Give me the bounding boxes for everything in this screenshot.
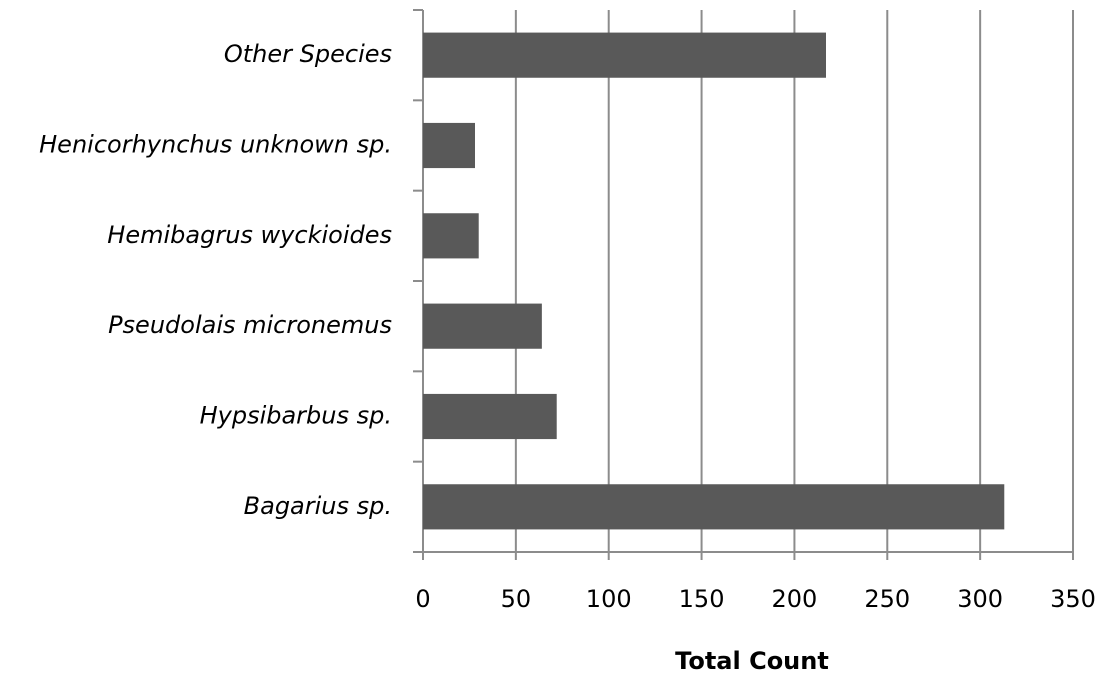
x-tick-label: 0	[415, 585, 430, 613]
y-tick-label: Bagarius sp.	[244, 492, 392, 520]
bar	[423, 484, 1005, 530]
x-tick-label: 200	[772, 585, 818, 613]
x-tick-label: 350	[1050, 585, 1096, 613]
y-tick-label: Hypsibarbus sp.	[200, 402, 392, 430]
bar	[423, 122, 475, 169]
x-tick-label: 50	[501, 585, 532, 613]
x-axis-title: Total Count	[675, 647, 829, 675]
y-tick-label: Henicorhynchus unknown sp.	[39, 131, 392, 159]
bar	[423, 393, 557, 440]
x-tick-label: 150	[679, 585, 725, 613]
bar	[423, 303, 542, 349]
y-tick-label: Pseudolais micronemus	[108, 311, 392, 339]
x-tick-label: 300	[957, 585, 1003, 613]
y-tick-label: Other Species	[224, 40, 392, 68]
x-tick-label: 100	[586, 585, 632, 613]
bar	[423, 213, 479, 259]
x-tick-label: 250	[864, 585, 910, 613]
y-tick-label: Hemibagrus wyckioides	[107, 221, 392, 249]
bar	[423, 32, 826, 78]
